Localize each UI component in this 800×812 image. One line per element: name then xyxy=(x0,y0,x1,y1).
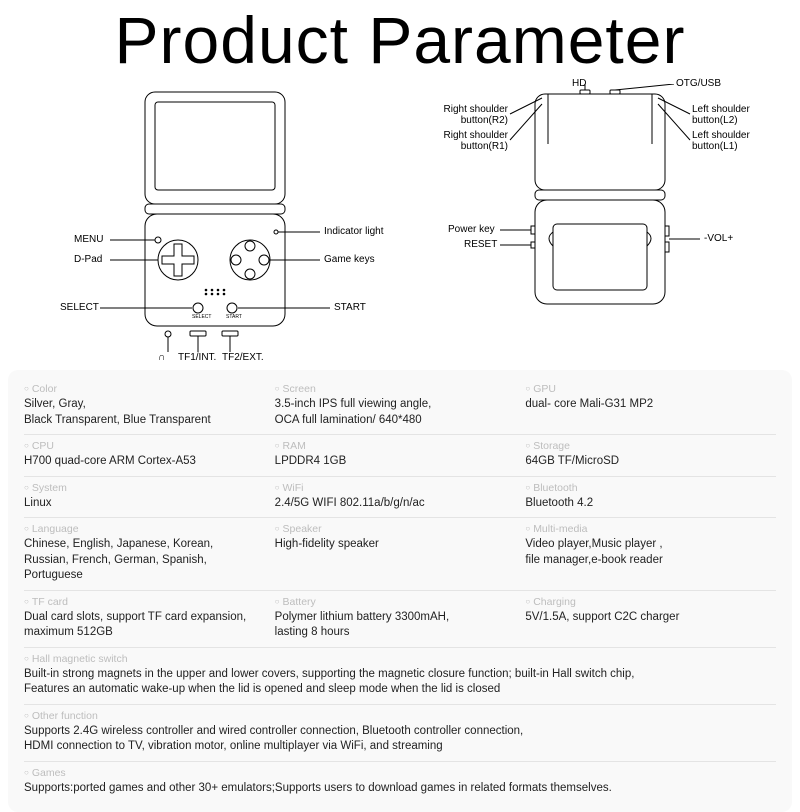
spec-label: Hall magnetic switch xyxy=(24,653,764,665)
label-otg: OTG/USB xyxy=(676,78,721,89)
spec-label: GPU xyxy=(525,383,764,395)
spec-cell: Speaker High-fidelity speaker xyxy=(275,523,526,584)
spec-row: CPU H700 quad-core ARM Cortex-A53 RAM LPDDR… xyxy=(24,435,776,477)
back-diagram: HD OTG/USB Right shoulder button(R2) Rig… xyxy=(430,84,750,364)
spec-value: H700 quad-core ARM Cortex-A53 xyxy=(24,454,263,470)
specs-panel: Color Silver, Gray,Black Transparent, Blu… xyxy=(8,370,792,812)
spec-value: LPDDR4 1GB xyxy=(275,454,514,470)
spec-cell: Charging 5V/1.5A, support C2C charger xyxy=(525,596,776,641)
spec-value: Supports:ported games and other 30+ emul… xyxy=(24,781,764,797)
label-tf1: TF1/INT. xyxy=(178,352,216,363)
label-dpad: D-Pad xyxy=(74,254,102,265)
spec-value: Supports 2.4G wireless controller and wi… xyxy=(24,724,764,755)
label-vol: -VOL+ xyxy=(704,233,733,244)
spec-label: Screen xyxy=(275,383,514,395)
spec-value: 5V/1.5A, support C2C charger xyxy=(525,610,764,626)
spec-value: Bluetooth 4.2 xyxy=(525,496,764,512)
spec-row: Language Chinese, English, Japanese, Kore… xyxy=(24,518,776,591)
spec-label: Bluetooth xyxy=(525,482,764,494)
spec-value: dual- core Mali-G31 MP2 xyxy=(525,397,764,413)
spec-value: Video player,Music player ,file manager,… xyxy=(525,537,764,568)
spec-row: Hall magnetic switch Built-in strong magn… xyxy=(24,648,776,705)
spec-label: Speaker xyxy=(275,523,514,535)
spec-label: Language xyxy=(24,523,263,535)
spec-value: Dual card slots, support TF card expansi… xyxy=(24,610,263,641)
spec-label: CPU xyxy=(24,440,263,452)
spec-row: TF card Dual card slots, support TF card … xyxy=(24,591,776,648)
spec-row: System Linux WiFi 2.4/5G WIFI 802.11a/b/g/n… xyxy=(24,477,776,519)
label-powerkey: Power key xyxy=(448,224,495,235)
spec-cell: Storage 64GB TF/MicroSD xyxy=(525,440,776,470)
spec-cell: TF card Dual card slots, support TF card … xyxy=(24,596,275,641)
front-device-svg: SELECT START xyxy=(50,84,370,364)
label-select: SELECT xyxy=(60,302,99,313)
spec-label: Storage xyxy=(525,440,764,452)
spec-cell: CPU H700 quad-core ARM Cortex-A53 xyxy=(24,440,275,470)
svg-text:START: START xyxy=(226,314,242,320)
spec-cell: WiFi 2.4/5G WIFI 802.11a/b/g/n/ac xyxy=(275,482,526,512)
spec-value: High-fidelity speaker xyxy=(275,537,514,553)
spec-cell: Hall magnetic switch Built-in strong magn… xyxy=(24,653,776,698)
spec-row: Other function Supports 2.4G wireless con… xyxy=(24,705,776,762)
spec-cell: RAM LPDDR4 1GB xyxy=(275,440,526,470)
spec-value: Chinese, English, Japanese, Korean,Russi… xyxy=(24,537,263,584)
front-diagram: SELECT START MENU D-Pad SELECT Indicator… xyxy=(50,84,370,364)
spec-value: 3.5-inch IPS full viewing angle,OCA full… xyxy=(275,397,514,428)
label-indicator: Indicator light xyxy=(324,226,383,237)
spec-value: Built-in strong magnets in the upper and… xyxy=(24,667,764,698)
label-menu: MENU xyxy=(74,234,103,245)
spec-label: TF card xyxy=(24,596,263,608)
spec-label: Charging xyxy=(525,596,764,608)
diagram-row: SELECT START MENU D-Pad SELECT Indicator… xyxy=(0,84,800,364)
label-r1: Right shoulder button(R1) xyxy=(440,130,508,152)
label-reset: RESET xyxy=(464,239,497,250)
label-hd: HD xyxy=(572,78,586,89)
spec-cell: Games Supports:ported games and other 30+… xyxy=(24,767,776,797)
spec-cell: Bluetooth Bluetooth 4.2 xyxy=(525,482,776,512)
spec-value: 64GB TF/MicroSD xyxy=(525,454,764,470)
spec-label: System xyxy=(24,482,263,494)
spec-label: RAM xyxy=(275,440,514,452)
spec-cell: Multi-media Video player,Music player ,fi… xyxy=(525,523,776,584)
spec-label: Games xyxy=(24,767,764,779)
spec-cell: Screen 3.5-inch IPS full viewing angle,OC… xyxy=(275,383,526,428)
spec-cell: System Linux xyxy=(24,482,275,512)
page-title: Product Parameter xyxy=(0,2,800,78)
label-r2: Right shoulder button(R2) xyxy=(440,104,508,126)
label-headphone: ∩ xyxy=(158,352,165,363)
svg-text:SELECT: SELECT xyxy=(192,314,211,320)
label-tf2: TF2/EXT. xyxy=(222,352,264,363)
spec-cell: Other function Supports 2.4G wireless con… xyxy=(24,710,776,755)
spec-label: Color xyxy=(24,383,263,395)
spec-cell: Color Silver, Gray,Black Transparent, Blu… xyxy=(24,383,275,428)
spec-cell: Battery Polymer lithium battery 3300mAH,l… xyxy=(275,596,526,641)
spec-value: Polymer lithium battery 3300mAH,lasting … xyxy=(275,610,514,641)
spec-row: Games Supports:ported games and other 30+… xyxy=(24,762,776,803)
label-start: START xyxy=(334,302,366,313)
spec-label: Other function xyxy=(24,710,764,722)
label-l1: Left shoulder button(L1) xyxy=(692,130,752,152)
label-gamekeys: Game keys xyxy=(324,254,375,265)
spec-label: WiFi xyxy=(275,482,514,494)
spec-value: 2.4/5G WIFI 802.11a/b/g/n/ac xyxy=(275,496,514,512)
spec-cell: Language Chinese, English, Japanese, Kore… xyxy=(24,523,275,584)
spec-row: Color Silver, Gray,Black Transparent, Blu… xyxy=(24,378,776,435)
spec-value: Linux xyxy=(24,496,263,512)
spec-label: Multi-media xyxy=(525,523,764,535)
spec-value: Silver, Gray,Black Transparent, Blue Tra… xyxy=(24,397,263,428)
label-l2: Left shoulder button(L2) xyxy=(692,104,752,126)
spec-cell: GPU dual- core Mali-G31 MP2 xyxy=(525,383,776,428)
spec-label: Battery xyxy=(275,596,514,608)
